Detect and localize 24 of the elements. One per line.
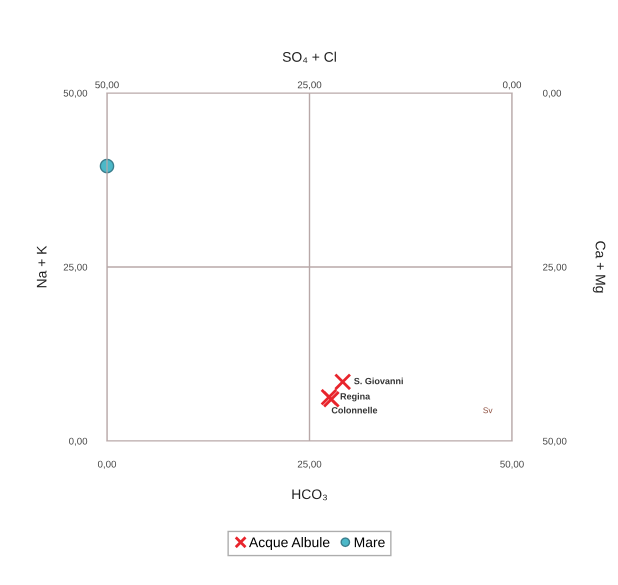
x2-tick-label: 0,00 [502,81,522,90]
annotation: S. Giovanni [354,378,403,384]
legend-label: Mare [354,538,385,548]
y2-tick-label: 0,00 [542,90,562,98]
legend-label: Acque Albule [249,537,330,550]
y2-axis-title: Ca + Mg [592,241,606,293]
point [334,373,352,391]
x2-axis-title: SO₄ + Cl [282,52,336,63]
point [100,158,114,174]
x-tick-label: 0,00 [98,460,116,469]
y2-tick-label: 50,00 [542,438,567,446]
x2-tick-label: 50,00 [95,81,119,90]
x-axis-title: HCO₃ [292,489,327,500]
y-axis-title: Na + K [36,246,47,288]
annotation: Regina [340,392,370,402]
x-tick-label: 25,00 [298,460,322,469]
y-tick-label: 50,00 [64,90,88,98]
annotation: Colonnelle [332,406,378,414]
x-tick-label: 50,00 [500,460,524,469]
y-tick-label: 25,00 [64,264,88,272]
annotation: Sv [483,407,493,414]
x2-tick-label: 25,00 [298,81,322,90]
y-tick-label: 0,00 [69,438,88,446]
y2-tick-label: 25,00 [543,264,567,272]
